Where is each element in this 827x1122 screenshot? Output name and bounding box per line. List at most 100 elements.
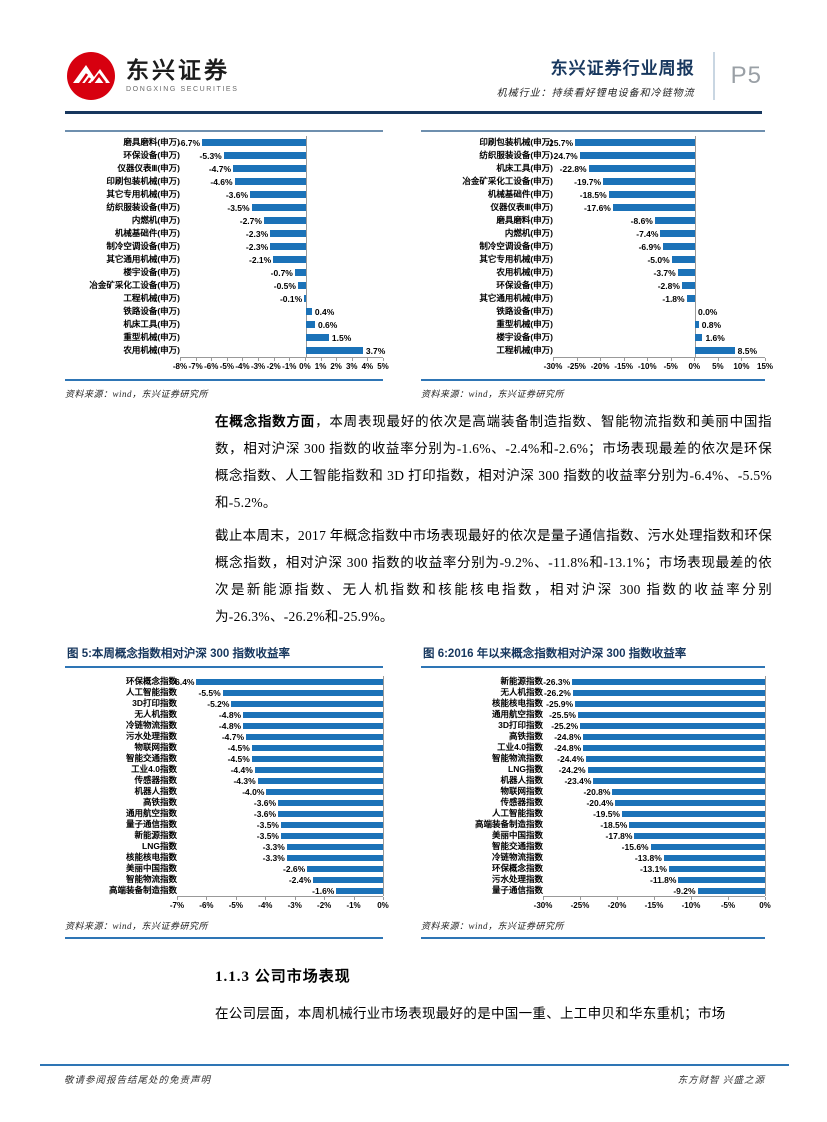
axis-tick-label: -5%	[219, 362, 234, 371]
zero-axis-line	[765, 687, 766, 698]
axis-tick	[195, 358, 197, 361]
zero-axis-line	[765, 885, 766, 896]
bar	[583, 733, 765, 740]
category-label: 内燃机(申万)	[131, 215, 180, 226]
figure-title-rule	[421, 666, 765, 668]
axis-tick	[600, 358, 602, 361]
axis-tick	[616, 897, 618, 900]
paragraph-concept-week: 在概念指数方面，本周表现最好的依次是高端装备制造指数、智能物流指数和美丽中国指数…	[215, 408, 772, 516]
category-label: 新能源指数	[134, 830, 177, 841]
category-label: 新能源指数	[500, 676, 543, 687]
axis-tick-label: 0%	[299, 362, 311, 371]
axis-tick-label: -7%	[188, 362, 203, 371]
value-label: -22.8%	[559, 163, 587, 174]
bar-row: 3D打印指数 -25.2%	[421, 720, 766, 731]
x-axis: -30% -25% -20% -15% -10% -5% 0% 5% 10% 15%	[544, 357, 773, 374]
value-label: -24.7%	[550, 150, 578, 161]
zero-axis-line	[383, 731, 384, 742]
category-label: 其它通用机械(申万)	[106, 254, 180, 265]
value-label: -5.0%	[647, 254, 670, 265]
category-label: 机床工具(申万)	[496, 163, 553, 174]
bar	[286, 843, 383, 850]
bar	[578, 711, 765, 718]
bar	[694, 347, 735, 354]
bar-row: 制冷空调设备(申万) -6.9%	[421, 240, 765, 253]
category-label: 楼宇设备(申万)	[123, 267, 180, 278]
bar	[305, 347, 363, 354]
value-label: -13.1%	[640, 863, 667, 874]
zero-axis-line	[765, 819, 766, 830]
value-label: -5.2%	[207, 698, 230, 709]
category-label: 环保设备(申万)	[496, 280, 553, 291]
axis-tick	[623, 358, 625, 361]
bar-row: 纺织服装设备(申万) -3.5%	[65, 201, 383, 214]
zero-axis-line	[305, 188, 307, 201]
bar-row: 污水处理指数 -4.7%	[65, 731, 384, 742]
bar-row: 冷链物流指数 -13.8%	[421, 852, 766, 863]
value-label: -19.5%	[593, 808, 620, 819]
zero-axis-line	[694, 279, 696, 292]
category-label: 通用航空指数	[491, 709, 543, 720]
bar-row: 印刷包装机械(申万) -4.6%	[65, 175, 383, 188]
axis-tick-label: -3%	[287, 901, 302, 910]
bar-row: 楼宇设备(申万) -0.7%	[65, 266, 383, 279]
zero-axis-line	[305, 292, 307, 305]
value-label: -24.8%	[554, 742, 582, 753]
category-label: 3D打印指数	[132, 698, 177, 709]
source-note: 资料来源：wind，东兴证券研究所	[65, 921, 209, 931]
category-label: 磨具磨料(申万)	[496, 215, 553, 226]
value-label: -20.4%	[586, 797, 614, 808]
bar	[273, 256, 306, 263]
value-label: -25.2%	[551, 720, 579, 731]
axis-tick-label: 2%	[330, 362, 342, 371]
value-label: -1.8%	[662, 293, 685, 304]
top-figures-row: 磨具磨料(申万) -6.7% 环保设备(申万) -5.3% 仪器仪表Ⅲ(申万) -4.7%…	[65, 130, 773, 400]
zero-axis-line	[383, 742, 384, 753]
bar-row: 内燃机(申万) -7.4%	[421, 227, 765, 240]
axis-tick	[694, 358, 696, 361]
category-label: 通用航空指数	[125, 808, 177, 819]
bar-row: 冶金矿采化工设备(申万) -19.7%	[421, 175, 765, 188]
axis-tick-label: -5%	[663, 362, 678, 371]
bar	[243, 711, 383, 718]
bar	[251, 204, 306, 211]
value-label: -0.5%	[273, 280, 296, 291]
bar	[593, 777, 765, 784]
axis-tick	[304, 358, 306, 361]
zero-axis-line	[765, 863, 766, 874]
bar-row: 智能物流指数 -24.4%	[421, 753, 766, 764]
zero-axis-line	[694, 201, 696, 214]
header-divider	[712, 52, 715, 100]
bar-row: 其它专用机械(申万) -5.0%	[421, 253, 765, 266]
x-axis: -30% -25% -20% -15% -10% -5% 0%	[534, 896, 771, 913]
value-label: -4.5%	[227, 753, 250, 764]
figure-bottom-rule	[65, 937, 383, 939]
bar-row: 其它通用机械(申万) -1.8%	[421, 292, 765, 305]
zero-axis-line	[765, 698, 766, 709]
bar-row: 工业4.0指数 -4.4%	[65, 764, 384, 775]
bar	[612, 788, 765, 795]
axis-tick	[258, 358, 260, 361]
company-logo: 东兴证券 DONGXING SECURITIES	[65, 50, 238, 102]
bar-row: 核能核电指数 -3.3%	[65, 852, 384, 863]
bar-chart-weekly-subindustry: 磨具磨料(申万) -6.7% 环保设备(申万) -5.3% 仪器仪表Ⅲ(申万) -4.7%…	[65, 136, 389, 374]
zero-axis-line	[765, 841, 766, 852]
zero-axis-line	[383, 709, 384, 720]
zero-axis-line	[694, 162, 696, 175]
bar-row: 核能核电指数 -25.9%	[421, 698, 766, 709]
figure-weekly-subindustry: 磨具磨料(申万) -6.7% 环保设备(申万) -5.3% 仪器仪表Ⅲ(申万) -4.7%…	[65, 130, 389, 400]
zero-axis-line	[694, 253, 696, 266]
bar	[223, 152, 306, 159]
x-axis: -8% -7% -6% -5% -4% -3% -2% -1% 0% 1% 2% 3% 4% 5%	[173, 357, 389, 374]
zero-axis-line	[305, 240, 307, 253]
value-label: -19.7%	[574, 176, 602, 187]
zero-axis-line	[694, 136, 696, 149]
bar	[694, 321, 699, 328]
value-label: 1.6%	[705, 332, 725, 343]
axis-tick-label: -20%	[607, 901, 627, 910]
figure-6: 图 6:2016 年以来概念指数相对沪深 300 指数收益率 新能源指数 -26.…	[421, 642, 771, 939]
bar	[586, 755, 765, 762]
footer-slogan: 东方财智 兴盛之源	[677, 1076, 765, 1086]
category-label: 高铁指数	[508, 731, 543, 742]
zero-axis-line	[765, 753, 766, 764]
